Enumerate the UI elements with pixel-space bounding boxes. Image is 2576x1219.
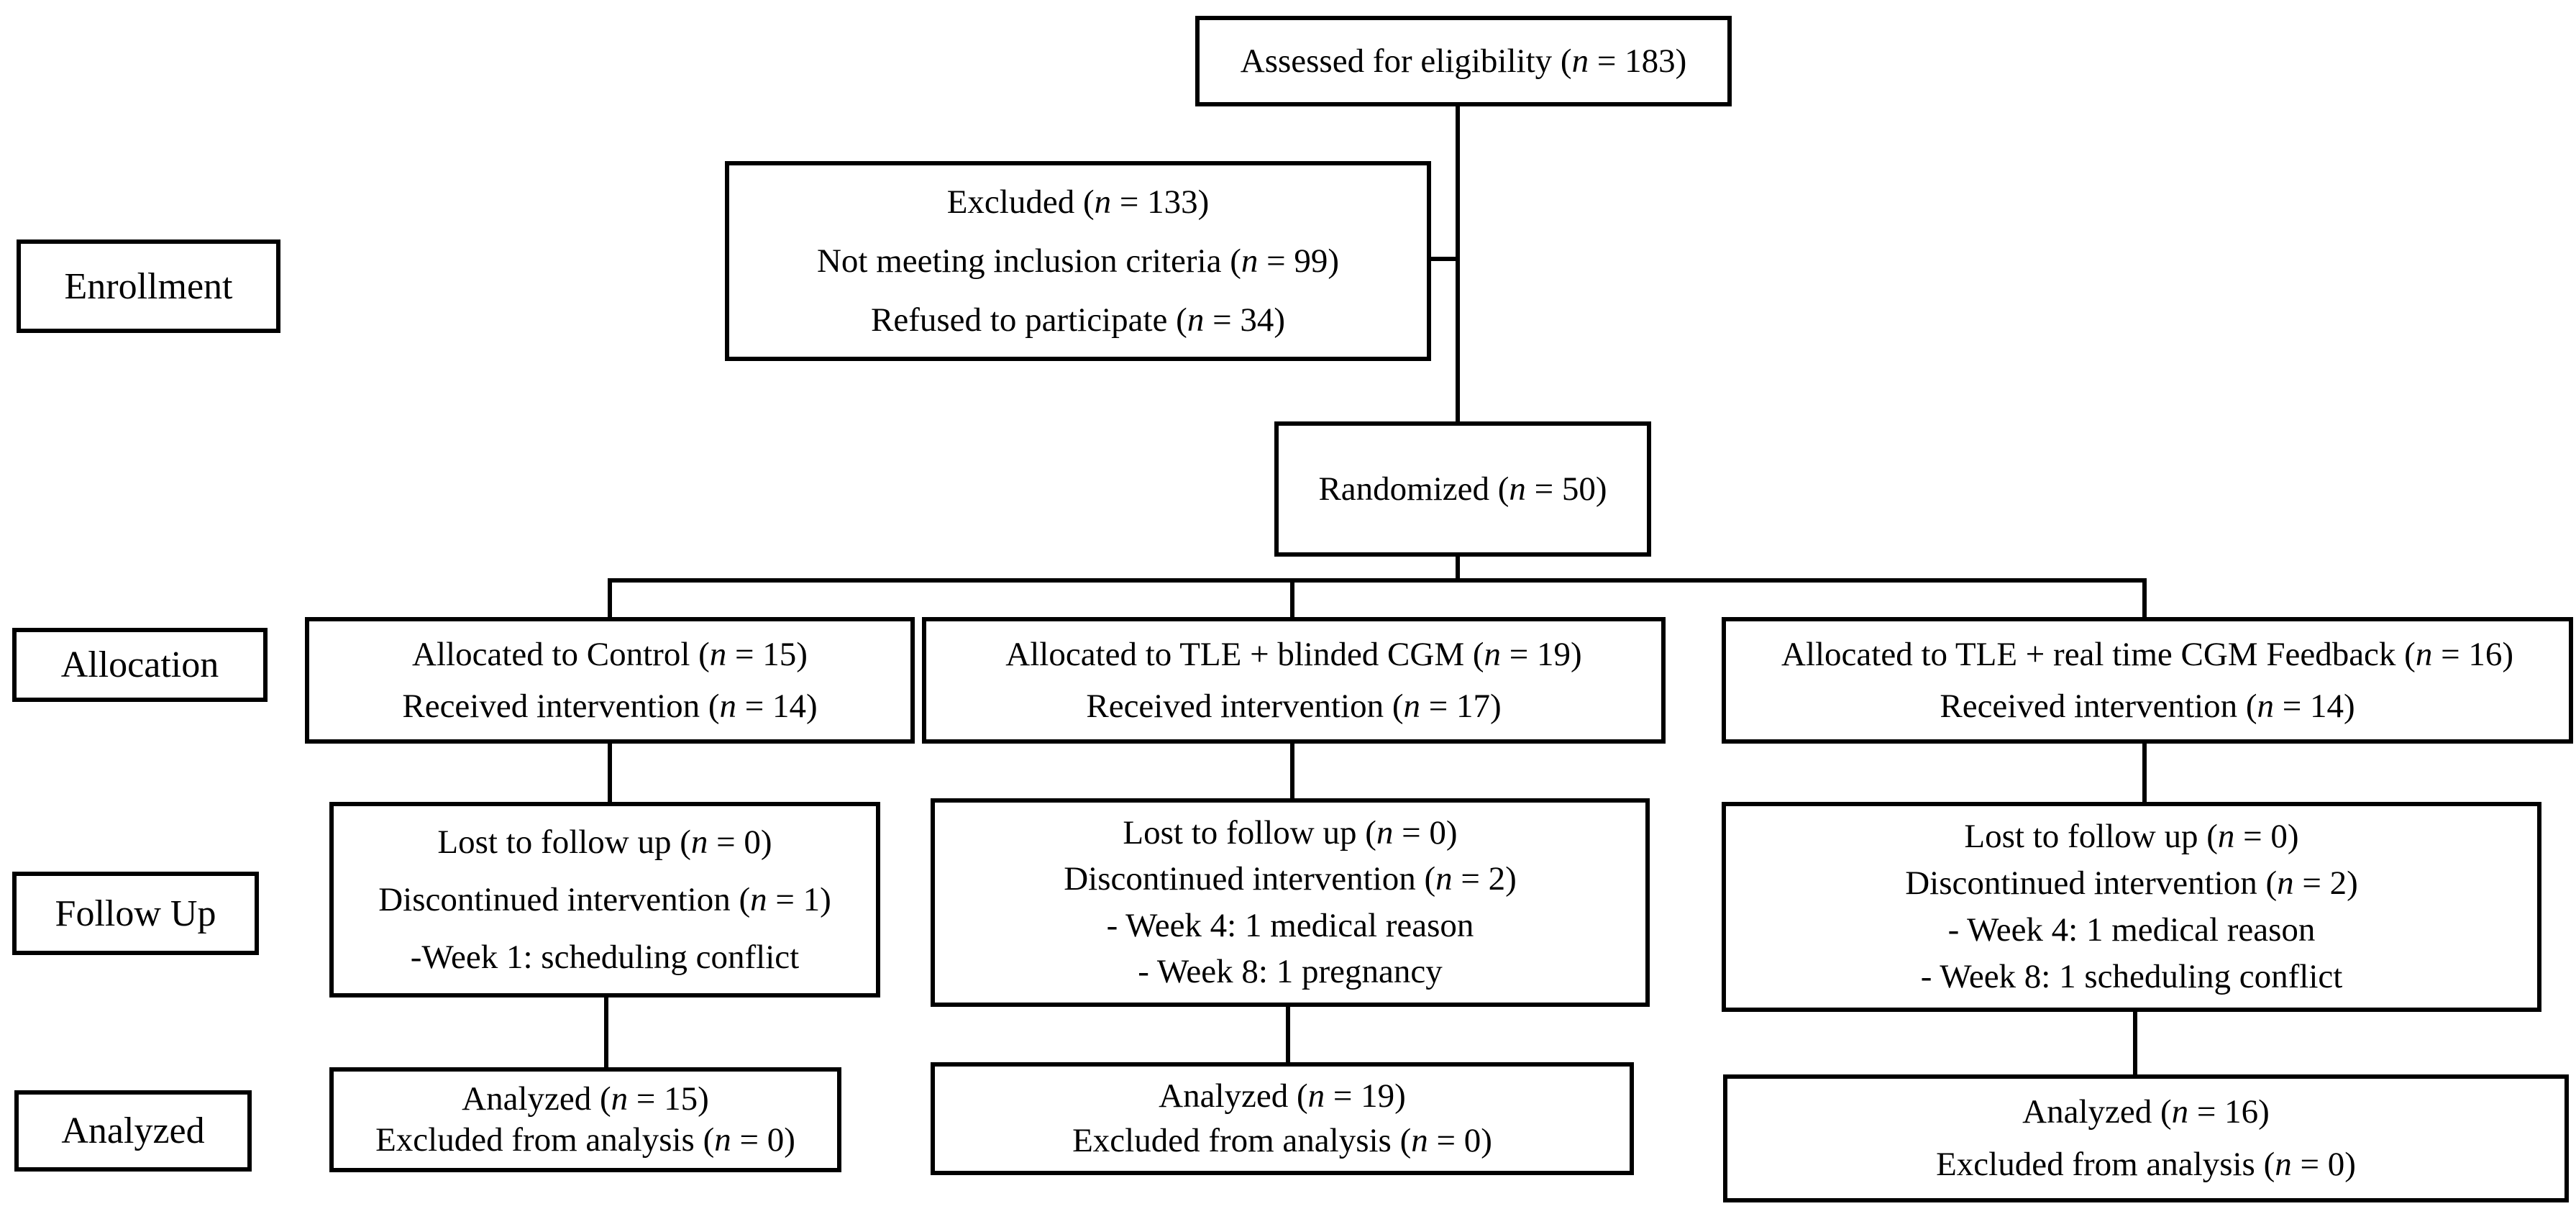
- box-text-line: Received intervention (n = 14): [402, 687, 818, 725]
- box-allocated-tle-realtime-cgm: Allocated to TLE + real time CGM Feedbac…: [1722, 617, 2573, 744]
- box-allocated-control: Allocated to Control (n = 15) Received in…: [305, 617, 915, 744]
- box-text-line: Received intervention (n = 17): [1086, 687, 1502, 725]
- box-text-line: Allocated to TLE + real time CGM Feedbac…: [1781, 635, 2513, 673]
- box-followup-tle-blinded-cgm: Lost to follow up (n = 0) Discontinued in…: [931, 798, 1650, 1007]
- box-text-line: Assessed for eligibility (n = 183): [1240, 42, 1687, 80]
- box-followup-control: Lost to follow up (n = 0) Discontinued in…: [329, 802, 880, 997]
- box-text-line: Excluded from analysis (n = 0): [1936, 1146, 2356, 1184]
- box-text-line: Not meeting inclusion criteria (n = 99): [816, 242, 1340, 280]
- connector-randomized-to-branch: [1456, 555, 1460, 581]
- box-text-line: Analyzed (n = 15): [462, 1080, 709, 1118]
- box-excluded: Excluded (n = 133) Not meeting inclusion …: [725, 161, 1431, 361]
- box-text-line: - Week 8: 1 scheduling conflict: [1920, 958, 2343, 996]
- connector-excluded-stub: [1428, 257, 1460, 261]
- box-text-line: Excluded (n = 133): [946, 183, 1210, 221]
- connector-alloc-to-followup-realtime: [2142, 741, 2147, 805]
- box-text-line: Analyzed (n = 16): [2022, 1093, 2270, 1131]
- box-analyzed-tle-blinded-cgm: Analyzed (n = 19) Excluded from analysis …: [931, 1062, 1634, 1175]
- box-allocated-tle-blinded-cgm: Allocated to TLE + blinded CGM (n = 19) R…: [922, 617, 1666, 744]
- connector-followup-to-analyzed-realtime: [2133, 1009, 2137, 1077]
- box-text-line: Excluded from analysis (n = 0): [1072, 1122, 1492, 1160]
- box-analyzed-control: Analyzed (n = 15) Excluded from analysis …: [329, 1067, 841, 1172]
- box-text-line: Analyzed (n = 19): [1159, 1077, 1406, 1115]
- box-text-line: Allocated to Control (n = 15): [412, 635, 808, 673]
- connector-branch-drop-blinded: [1290, 578, 1294, 620]
- stage-label-follow-up: Follow Up: [12, 872, 259, 955]
- box-text-line: Discontinued intervention (n = 2): [1905, 864, 2358, 903]
- box-text-line: Allocated to TLE + blinded CGM (n = 19): [1005, 635, 1582, 673]
- box-text-line: Lost to follow up (n = 0): [1123, 813, 1458, 852]
- box-text-line: Discontinued intervention (n = 1): [378, 880, 831, 918]
- box-randomized: Randomized (n = 50): [1274, 421, 1651, 557]
- box-text-line: Lost to follow up (n = 0): [1964, 818, 2299, 856]
- connector-alloc-to-followup-control: [608, 741, 612, 805]
- connector-followup-to-analyzed-control: [604, 995, 608, 1070]
- box-text-line: - Week 8: 1 pregnancy: [1138, 953, 1443, 991]
- connector-followup-to-analyzed-blinded: [1286, 1004, 1290, 1065]
- box-text-line: Lost to follow up (n = 0): [437, 823, 772, 861]
- box-text-line: Excluded from analysis (n = 0): [375, 1121, 795, 1159]
- box-followup-tle-realtime-cgm: Lost to follow up (n = 0) Discontinued in…: [1722, 802, 2541, 1012]
- stage-label-allocation: Allocation: [12, 628, 268, 702]
- connector-branch-horizontal: [608, 578, 2147, 583]
- box-text-line: Discontinued intervention (n = 2): [1064, 860, 1517, 898]
- connector-assessed-to-randomized: [1456, 104, 1460, 424]
- box-text-line: Refused to participate (n = 34): [871, 301, 1285, 339]
- box-text-line: Received intervention (n = 14): [1940, 687, 2355, 725]
- connector-alloc-to-followup-blinded: [1290, 741, 1294, 801]
- box-analyzed-tle-realtime-cgm: Analyzed (n = 16) Excluded from analysis …: [1723, 1074, 2569, 1202]
- connector-branch-drop-control: [608, 578, 612, 620]
- box-assessed-for-eligibility: Assessed for eligibility (n = 183): [1195, 16, 1732, 106]
- box-text-line: - Week 4: 1 medical reason: [1947, 911, 2316, 949]
- box-text-line: Randomized (n = 50): [1318, 470, 1607, 508]
- box-text-line: -Week 1: scheduling conflict: [410, 938, 800, 976]
- stage-label-analyzed: Analyzed: [14, 1090, 252, 1172]
- stage-label-enrollment: Enrollment: [17, 239, 280, 333]
- connector-branch-drop-realtime: [2142, 578, 2147, 620]
- box-text-line: - Week 4: 1 medical reason: [1106, 906, 1474, 944]
